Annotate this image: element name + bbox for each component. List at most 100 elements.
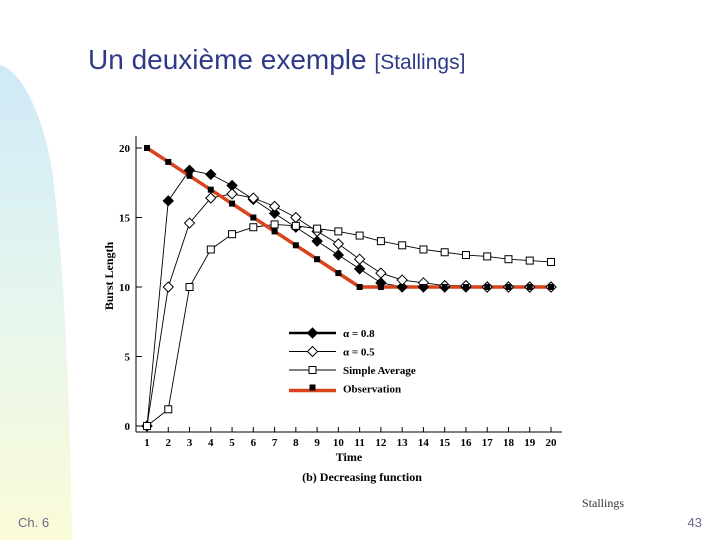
x-tick-label: 6 [251, 437, 257, 449]
legend-label-3: Observation [343, 384, 401, 396]
data-point-s3 [229, 200, 236, 207]
data-point-s1 [205, 192, 217, 204]
footer-chapter: Ch. 6 [18, 515, 50, 530]
x-tick-label: 3 [187, 437, 193, 449]
data-point-s1 [226, 188, 238, 200]
data-point-s3 [250, 214, 257, 221]
chart-caption: (b) Decreasing function [302, 470, 422, 484]
data-point-s3 [484, 284, 491, 290]
data-point-s2 [313, 224, 322, 233]
data-point-s2 [164, 405, 173, 414]
data-point-s3 [399, 284, 406, 290]
x-tick-label: 7 [272, 437, 278, 449]
x-tick-label: 8 [293, 437, 299, 449]
legend-label-0: α = 0.8 [343, 328, 375, 340]
data-point-s0 [353, 263, 366, 275]
x-tick-label: 9 [314, 437, 320, 449]
slide-title: Un deuxième exemple [Stallings] [88, 44, 465, 76]
x-tick-label: 19 [524, 437, 536, 449]
x-tick-label: 17 [482, 437, 494, 449]
data-point-s0 [311, 235, 323, 247]
data-point-s3 [292, 242, 299, 249]
legend-marker-3 [309, 384, 316, 391]
data-point-s2 [461, 251, 470, 260]
data-point-s3 [335, 270, 342, 277]
data-point-s2 [291, 221, 300, 230]
data-point-s2 [504, 255, 513, 264]
x-tick-label: 4 [208, 437, 214, 449]
slide-title-reference: [Stallings] [374, 51, 466, 74]
legend-marker-0 [306, 327, 319, 339]
data-point-s3 [377, 284, 384, 290]
data-point-s1 [396, 274, 408, 286]
x-tick-label: 20 [546, 437, 558, 449]
footer-page-number: 43 [687, 515, 702, 530]
data-point-s2 [483, 252, 492, 261]
data-point-s1 [353, 253, 366, 265]
data-point-s2 [143, 422, 151, 430]
data-point-s1 [290, 211, 302, 224]
x-tick-label: 10 [333, 437, 345, 449]
data-point-s3 [271, 228, 278, 235]
data-point-s1 [332, 238, 345, 250]
x-tick-label: 12 [375, 437, 387, 449]
data-point-s2 [355, 231, 364, 240]
data-point-s2 [547, 257, 555, 266]
x-tick-label: 5 [229, 437, 235, 449]
data-point-s2 [185, 283, 194, 291]
data-point-s2 [270, 220, 279, 229]
legend-marker-2 [308, 366, 317, 374]
data-point-s2 [376, 237, 385, 246]
x-tick-label: 2 [166, 437, 172, 449]
data-point-s0 [205, 168, 217, 181]
legend-label-1: α = 0.5 [343, 347, 375, 359]
y-tick-label: 15 [119, 213, 131, 225]
data-point-s1 [268, 200, 281, 213]
data-point-s0 [268, 207, 281, 220]
y-tick-label: 10 [119, 282, 131, 294]
x-axis-label: Time [336, 450, 363, 464]
y-tick-label: 0 [125, 421, 131, 433]
data-point-s3 [186, 172, 193, 179]
y-tick-label: 5 [125, 352, 131, 364]
data-point-s3 [462, 284, 469, 290]
data-point-s3 [207, 186, 214, 193]
x-tick-label: 15 [439, 437, 451, 449]
data-point-s3 [356, 284, 363, 290]
x-tick-label: 13 [397, 437, 409, 449]
x-tick-label: 11 [354, 437, 364, 449]
y-axis-label: Burst Length [102, 242, 116, 311]
data-point-s0 [332, 249, 345, 261]
source-credit: Stallings [582, 496, 625, 510]
data-point-s3 [505, 284, 512, 290]
data-point-s2 [206, 245, 215, 254]
slide-title-main: Un deuxième exemple [88, 44, 375, 75]
x-tick-label: 16 [460, 437, 472, 449]
data-point-s3 [165, 158, 172, 165]
data-point-s2 [249, 223, 258, 232]
data-point-s3 [441, 284, 448, 290]
legend-label-2: Simple Average [343, 365, 416, 377]
x-tick-label: 18 [503, 437, 515, 449]
data-point-s2 [419, 245, 428, 254]
y-tick-label: 20 [119, 143, 131, 155]
data-point-s2 [334, 227, 343, 236]
data-point-s3 [526, 284, 533, 290]
data-point-s1 [183, 217, 196, 229]
data-point-s2 [440, 248, 449, 257]
x-tick-label: 14 [418, 437, 430, 449]
data-point-s3 [548, 284, 554, 290]
data-point-s1 [162, 281, 174, 293]
data-point-s2 [525, 256, 534, 265]
data-point-s1 [375, 267, 387, 279]
data-point-s3 [420, 284, 427, 290]
legend-marker-1 [306, 345, 319, 358]
decorative-wave [0, 65, 72, 540]
data-point-s3 [314, 256, 321, 263]
data-point-s2 [398, 241, 407, 250]
data-point-s1 [247, 192, 260, 204]
data-point-s0 [162, 195, 174, 207]
data-point-s2 [228, 230, 237, 239]
